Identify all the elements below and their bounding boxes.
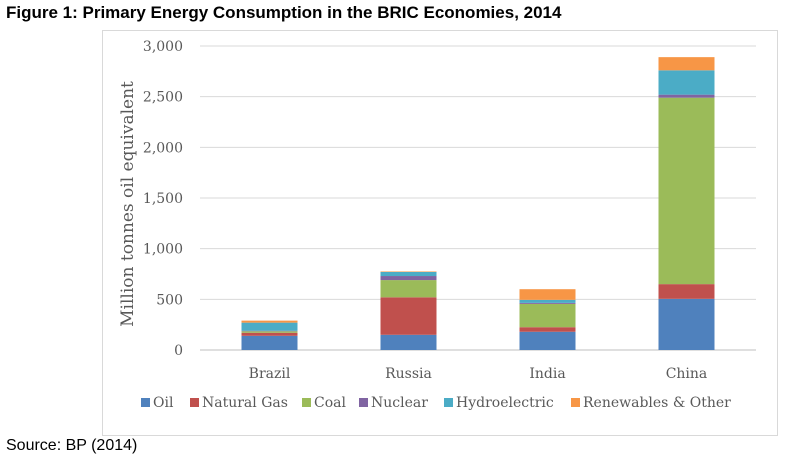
bar-segment [380,276,437,281]
source-note: Source: BP (2014) [6,437,138,454]
bar-segment [241,335,298,350]
bar-segment [380,271,437,272]
bar-segment [380,297,437,335]
bar-segment [241,330,298,332]
x-tick-label: Russia [385,366,432,382]
bar-segment [658,97,715,285]
x-tick-label: India [529,366,565,382]
bar-segment [519,331,576,350]
bar-segment [519,327,576,332]
bar-segment [658,298,715,350]
legend-swatch [444,398,453,407]
legend-label: Nuclear [371,395,428,411]
bars [241,57,715,350]
chart-frame [102,30,778,436]
x-tick-label: China [666,366,708,382]
y-tick-label: 0 [174,343,183,359]
legend-label: Oil [153,395,174,411]
bar-segment [241,320,298,323]
bar-segment [658,70,715,95]
legend-swatch [359,398,368,407]
figure-title: Figure 1: Primary Energy Consumption in … [6,3,562,22]
y-axis-label: Million tonnes oil equivalent [118,81,138,327]
legend-swatch [571,398,580,407]
legend: Oil Natural Gas Coal Nuclear Hydroelectric Re… [141,395,731,411]
bar-segment [380,334,437,350]
legend-swatch [302,398,311,407]
y-tick-label: 3,000 [143,39,183,55]
bar-segment [658,94,715,98]
bar-segment [380,280,437,298]
y-tick-label: 2,500 [143,90,183,106]
y-tick-label: 1,000 [143,242,183,258]
bar-segment [519,289,576,300]
bar-segment [241,331,298,333]
x-tick-label: Brazil [249,366,291,382]
bar-segment [519,303,576,328]
bar-segment [519,299,576,303]
legend-label: Natural Gas [202,395,288,411]
y-tick-label: 500 [156,292,183,308]
bar-segment [241,332,298,336]
bar-segment [380,271,437,277]
legend-label: Renewables & Other [583,395,731,411]
bar-segment [241,322,298,331]
bar-segment [658,57,715,71]
legend-label: Coal [314,395,346,411]
legend-swatch [190,398,199,407]
legend-swatch [141,398,150,407]
legend-label: Hydroelectric [456,395,554,411]
y-axis-ticks: 0 500 1,000 1,500 2,000 2,500 3,000 [143,39,183,359]
x-axis-ticks: Brazil Russia India China [249,366,708,382]
bar-segment [658,284,715,299]
y-tick-label: 1,500 [143,191,183,207]
bar-segment [519,302,576,304]
y-tick-label: 2,000 [143,140,183,156]
